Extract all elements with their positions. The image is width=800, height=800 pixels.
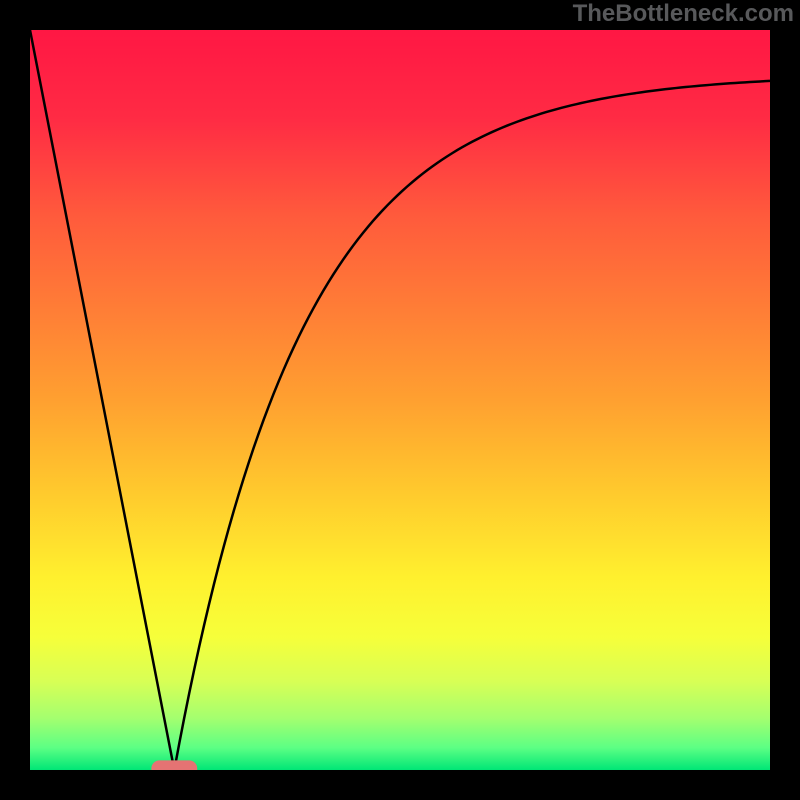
plot-area <box>30 30 770 770</box>
optimum-marker <box>151 760 197 770</box>
watermark-text: TheBottleneck.com <box>573 0 794 28</box>
bottleneck-chart-svg <box>30 30 770 770</box>
chart-frame: TheBottleneck.com <box>0 0 800 800</box>
gradient-background <box>30 30 770 770</box>
